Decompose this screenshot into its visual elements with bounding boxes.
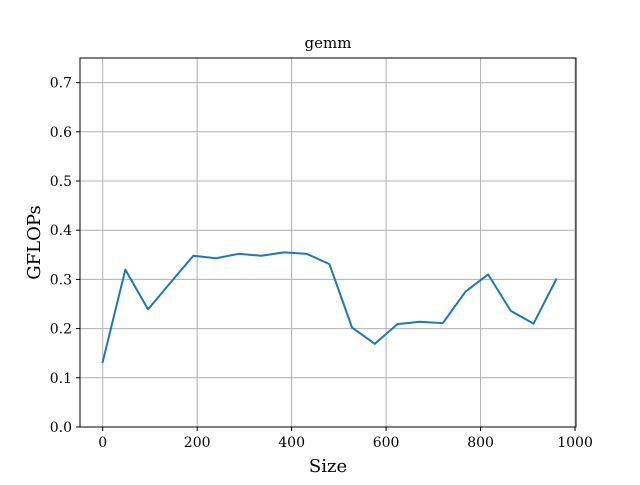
chart-title: gemm xyxy=(305,34,352,52)
y-tick-label: 0.2 xyxy=(50,322,72,338)
series-line-gflops xyxy=(101,251,558,364)
data-point xyxy=(396,323,399,325)
data-point xyxy=(328,263,331,265)
x-tick-label: 600 xyxy=(373,435,400,451)
x-tick-label: 1000 xyxy=(557,435,593,451)
x-tick-label: 400 xyxy=(278,435,305,451)
data-point xyxy=(419,320,421,323)
y-axis-title: GFLOPs xyxy=(24,205,45,279)
data-point xyxy=(487,273,489,276)
data-point xyxy=(351,326,353,329)
x-tick-label: 200 xyxy=(184,435,211,451)
data-point xyxy=(124,268,127,271)
axis-ticks: 0 200 400 600 800 1000 0.0 0.1 0.2 0.3 0.4 0.5 0.6 0.… xyxy=(50,76,593,451)
series-layer xyxy=(101,251,558,364)
data-point xyxy=(373,343,376,345)
data-point xyxy=(441,322,444,324)
plot-frame xyxy=(79,57,577,428)
data-point xyxy=(510,310,512,312)
y-tick-label: 0.1 xyxy=(50,371,72,387)
data-point xyxy=(101,361,104,363)
x-tick-label: 0 xyxy=(98,435,107,451)
y-tick-label: 0.0 xyxy=(50,420,72,436)
x-tick-label: 800 xyxy=(467,435,494,451)
data-point xyxy=(305,253,308,255)
data-point xyxy=(260,254,263,257)
y-tick-label: 0.4 xyxy=(50,223,72,239)
data-point xyxy=(215,257,217,260)
data-point xyxy=(464,290,467,293)
grid-lines xyxy=(80,58,576,428)
data-point xyxy=(555,278,557,281)
data-point xyxy=(532,322,535,325)
data-point xyxy=(283,251,285,254)
y-tick-label: 0.6 xyxy=(50,125,72,141)
y-tick-label: 0.5 xyxy=(50,174,72,190)
data-point xyxy=(169,281,172,284)
y-tick-label: 0.7 xyxy=(50,76,72,92)
x-axis-title: Size xyxy=(309,456,347,477)
y-tick-label: 0.3 xyxy=(50,272,72,288)
data-point xyxy=(192,254,195,257)
data-point xyxy=(147,308,149,311)
data-point xyxy=(237,253,240,255)
